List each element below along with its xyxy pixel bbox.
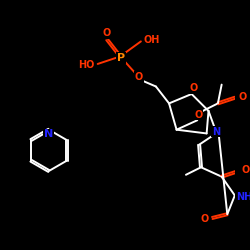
Text: N: N [44,130,54,140]
Text: O: O [194,110,202,120]
Text: OH: OH [144,34,160,44]
Text: O: O [135,72,143,82]
Text: O: O [200,214,209,224]
Text: O: O [189,83,198,93]
Text: P: P [117,53,125,63]
Text: O: O [103,28,111,38]
Text: HO: HO [78,60,94,70]
Text: NH: NH [236,192,250,202]
Text: N: N [212,126,220,136]
Text: O: O [238,92,246,102]
Text: O: O [242,165,250,175]
